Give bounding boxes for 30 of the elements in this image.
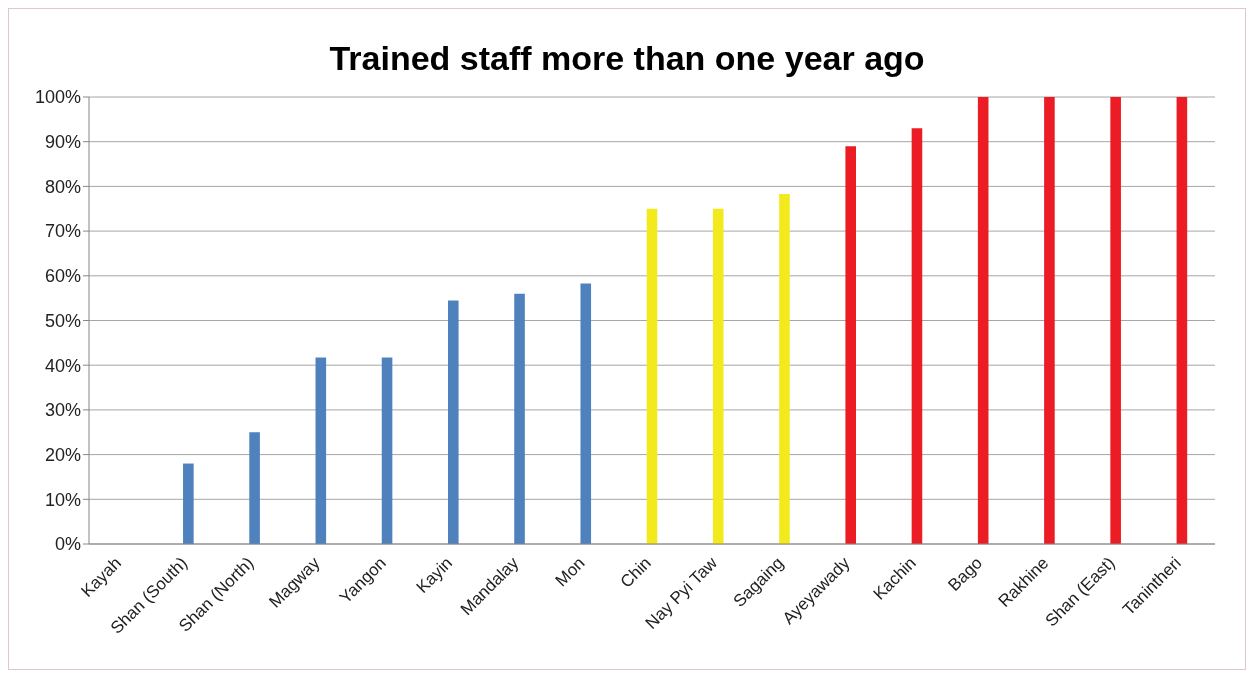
y-tick-label: 70% xyxy=(44,221,81,242)
x-tick-label: Mon xyxy=(551,553,589,591)
bar xyxy=(448,300,459,544)
y-tick-label: 30% xyxy=(44,400,81,421)
bar xyxy=(514,293,525,544)
y-tick-label: 20% xyxy=(44,444,81,465)
bar xyxy=(183,463,194,544)
y-tick-label: 90% xyxy=(44,132,81,153)
y-tick-label: 0% xyxy=(54,534,81,555)
bar xyxy=(580,283,592,544)
bar xyxy=(911,128,923,544)
y-tick-label: 40% xyxy=(44,355,81,376)
y-tick-label: 80% xyxy=(44,176,81,197)
bar xyxy=(1110,97,1121,544)
bar xyxy=(315,357,327,544)
y-tick-label: 10% xyxy=(44,489,81,510)
bar xyxy=(646,208,658,544)
y-tick-label: 50% xyxy=(44,310,81,331)
bar xyxy=(1176,97,1188,544)
x-tick-label: Chin xyxy=(616,553,655,592)
bar xyxy=(779,194,790,544)
bar xyxy=(249,432,260,544)
chart-title: Trained staff more than one year ago xyxy=(328,38,926,79)
y-tick-label: 60% xyxy=(44,266,81,287)
bar xyxy=(1044,97,1055,544)
bar xyxy=(381,357,393,544)
bar xyxy=(712,208,724,544)
bar xyxy=(977,97,989,544)
y-tick-label: 100% xyxy=(34,87,81,108)
bar xyxy=(845,146,856,544)
